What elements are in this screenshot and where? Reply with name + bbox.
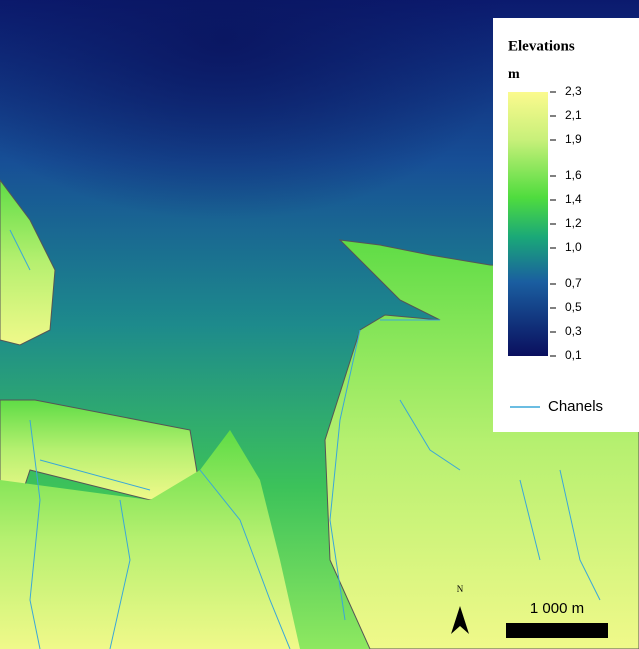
tick-label: 1,2: [565, 216, 582, 230]
north-label: N: [457, 584, 464, 594]
scale-label: 1 000 m: [530, 600, 584, 617]
legend-title: Elevations: [508, 38, 575, 54]
tick-label: 1,6: [565, 168, 582, 182]
tick-label: 0,5: [565, 300, 582, 314]
tick-label: 1,4: [565, 192, 582, 206]
channels-label: Chanels: [548, 398, 603, 415]
tick-label: 0,7: [565, 276, 582, 290]
tick-label: 2,3: [565, 84, 582, 98]
tick-label: 0,3: [565, 324, 582, 338]
tick-label: 2,1: [565, 108, 582, 122]
land-south-west: [0, 430, 300, 649]
channels: [9, 229, 601, 649]
north-arrow: N: [451, 584, 469, 634]
legend-unit: m: [508, 67, 520, 82]
tick-label: 1,0: [565, 240, 582, 254]
colorbar: [508, 92, 548, 356]
legend: Elevations m Chanels 2,3 2,1 1,9 1,6 1,4 1,2 1…: [493, 18, 639, 432]
scale-bar: [506, 623, 608, 638]
tick-label: 0,1: [565, 348, 582, 362]
land-left: [0, 179, 56, 346]
tick-label: 1,9: [565, 132, 582, 146]
